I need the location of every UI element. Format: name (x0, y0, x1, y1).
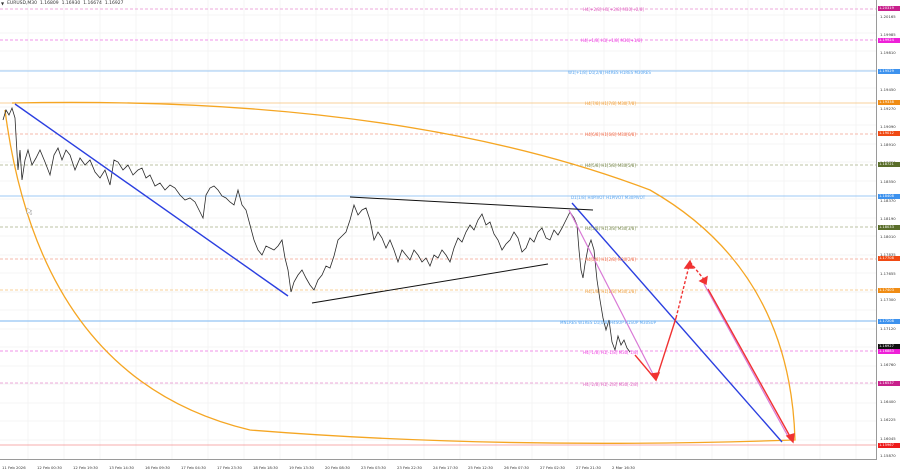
time-tick: 17 Feb 04:30 (181, 465, 206, 470)
price-tick: 1.16400 (880, 399, 896, 404)
time-tick: 12 Feb 00:30 (37, 465, 62, 470)
level-label: MN1RES W1RES D1[0/8] H4SUP H1SUP M30SUP (560, 320, 657, 325)
price-series (2, 106, 631, 353)
ohlc-low: 1.16674 (83, 1, 102, 6)
time-tick: 18 Feb 18:30 (253, 465, 278, 470)
ohlc-close: 1.16927 (104, 1, 124, 6)
price-tag: 1.16883 (878, 349, 900, 354)
price-tick: 1.17835 (880, 252, 896, 257)
price-tick: 1.17120 (880, 326, 896, 331)
time-tick: 2 Mar 16:30 (612, 465, 635, 470)
pink-line-1 (568, 209, 657, 381)
time-axis[interactable]: 11 Feb 2026 12 Feb 00:30 12 Feb 19:30 13… (0, 460, 877, 474)
level-label: H4[-2/8] H1[-2/8] M30[-2/8] (583, 382, 639, 387)
price-tick: 1.18010 (880, 234, 896, 239)
pink-line-2 (703, 283, 791, 441)
plot-area[interactable]: H4[+2/8] H1[+2/8] M30[+2/8] H4[+1/8] H1[… (0, 0, 877, 460)
price-tag: 1.19924 (878, 38, 900, 43)
time-tick: 11 Feb 2026 (2, 465, 26, 470)
time-tick: 20 Feb 08:30 (325, 465, 350, 470)
level-label: W1[+1/8] D1[2/8] H4RES H1RES M30RES (568, 70, 651, 75)
ohlc-high: 1.16930 (61, 1, 81, 6)
level-label: H4[6/8] H1[6/8] M30[6/8] (585, 132, 636, 137)
price-tag: 1.15967 (878, 443, 900, 448)
price-tick: 1.16225 (880, 417, 896, 422)
price-tag: 1.19529 (878, 69, 900, 74)
time-tick: 19 Feb 13:30 (289, 465, 314, 470)
price-tag: 1.18033 (878, 225, 900, 230)
level-label: H4[1/8] H1[1/8] M30[1/8] (585, 289, 636, 294)
price-tick: 1.18550 (880, 179, 896, 184)
level-label: H4[5/8] H1[5/8] M30[5/8] (585, 163, 636, 168)
time-tick: 27 Feb 21:30 (576, 465, 601, 470)
price-tag: 1.18721 (878, 162, 900, 167)
time-tick: 17 Feb 23:30 (217, 465, 242, 470)
blue-trendline-1 (14, 103, 289, 297)
level-label: H4[+2/8] H1[+2/8] M30[+2/8] (583, 7, 644, 12)
time-tick: 25 Feb 12:30 (468, 465, 493, 470)
murrey-levels (0, 8, 876, 446)
price-tag: 1.20319 (878, 6, 900, 11)
price-tick: 1.19270 (880, 106, 896, 111)
price-tick: 1.17655 (880, 271, 896, 276)
time-tick: 13 Feb 14:30 (109, 465, 134, 470)
cursor-icon (26, 207, 33, 216)
price-tick: 1.16045 (880, 436, 896, 441)
time-tick: 27 Feb 02:30 (540, 465, 565, 470)
symbol-label: EURUSD,M30 (7, 1, 37, 6)
level-label: H4[-1/8] H1[-1/8] M30[-1/8] (583, 350, 639, 355)
price-tick: 1.19450 (880, 87, 896, 92)
level-label: H4[7/8] H1[7/8] M30[7/8] (585, 101, 636, 106)
chart-title: ▼ EURUSD,M30 1.16809 1.16930 1.16674 1.1… (1, 1, 123, 6)
triangle-lower (311, 263, 549, 304)
price-tick: 1.17300 (880, 297, 896, 302)
time-tick: 23 Feb 22:30 (397, 465, 422, 470)
grid (0, 0, 876, 459)
triangle-upper (349, 196, 594, 211)
price-tag: 1.16537 (878, 381, 900, 386)
price-tick: 1.18190 (880, 216, 896, 221)
price-tick: 1.19985 (880, 32, 896, 37)
price-tick: 1.18910 (880, 142, 896, 147)
price-tick: 1.18370 (880, 198, 896, 203)
time-tick: 23 Feb 03:30 (361, 465, 386, 470)
price-tag: 1.18408 (878, 194, 900, 199)
price-tag: 1.17708 (878, 256, 900, 261)
price-tag: 1.17403 (878, 288, 900, 293)
price-tick: 1.16760 (880, 362, 896, 367)
time-tick: 16 Feb 09:30 (145, 465, 170, 470)
level-label: H4[3/8] H1[3/8] M30[3/8] (585, 226, 636, 231)
time-tick: 24 Feb 17:30 (433, 465, 458, 470)
price-tick: 1.20165 (880, 14, 896, 19)
blue-trendline-2 (571, 202, 783, 443)
price-tag: 1.19012 (878, 131, 900, 136)
price-tick: 1.19810 (880, 50, 896, 55)
level-label: H4[2/8] H1[2/8] M30[2/8] (585, 257, 636, 262)
price-tick: 1.19090 (880, 124, 896, 129)
chart-canvas (0, 0, 876, 459)
ohlc-open: 1.16809 (40, 1, 59, 6)
level-label: H4[+1/8] H1[+1/8] M30[+1/8] (581, 38, 642, 43)
red-forecast (634, 259, 795, 444)
time-tick: 26 Feb 07:30 (504, 465, 529, 470)
price-tick: 1.15870 (880, 453, 896, 458)
price-tag: 1.17208 (878, 319, 900, 324)
price-tag: 1.16927 (878, 344, 900, 349)
time-tick: 12 Feb 19:30 (73, 465, 98, 470)
dropdown-triangle-icon[interactable]: ▼ (1, 1, 5, 6)
price-axis[interactable]: 1.20165 1.19985 1.19810 1.19450 1.19270 … (877, 0, 900, 460)
orange-arc (4, 101, 796, 444)
level-label: D1[1/8] H4PIVOT H1PIVOT M30PIVOT (571, 195, 646, 200)
price-tag: 1.19338 (878, 100, 900, 105)
